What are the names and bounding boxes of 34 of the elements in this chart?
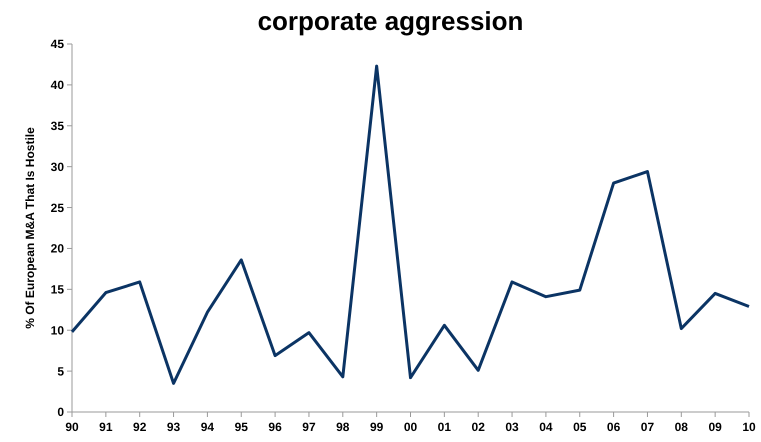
chart-title: corporate aggression [258,6,524,36]
x-tick-label: 97 [302,420,316,434]
x-tick-label: 95 [234,420,248,434]
y-tick-label: 0 [57,405,64,420]
y-tick-label: 5 [57,364,64,378]
x-tick-label: 01 [438,420,452,434]
x-tick-label: 00 [404,420,418,434]
y-tick-label: 25 [50,200,64,215]
y-tick-label: 30 [50,160,64,174]
x-tick-label: 98 [336,420,350,434]
x-tick-label: 05 [573,420,587,434]
x-tick-label: 94 [200,420,214,434]
x-tick-label: 96 [268,420,282,434]
line-series [70,64,750,385]
x-tick-label: 06 [606,420,621,434]
x-tick-label: 03 [505,420,520,434]
y-tick-label: 35 [50,118,64,133]
x-tick-label: 91 [99,420,113,434]
y-tick-label: 40 [50,78,64,92]
x-tick-label: 10 [742,420,756,434]
x-tick-label: 08 [674,420,688,434]
y-tick-label: 45 [50,37,64,52]
x-tick-label: 09 [708,420,722,434]
x-tick-label: 92 [133,420,147,434]
x-tick-label: 07 [640,420,654,434]
y-tick-label: 20 [50,242,64,256]
x-tick-label: 02 [472,420,486,434]
y-axis-title: % Of European M&A That Is Hostile [23,126,37,329]
x-tick-label: 04 [539,420,553,434]
x-tick-label: 99 [370,420,384,434]
y-tick-label: 10 [50,323,64,338]
x-tick-label: 93 [166,420,181,434]
x-tick-label: 90 [65,420,79,434]
y-tick-label: 15 [50,282,64,297]
